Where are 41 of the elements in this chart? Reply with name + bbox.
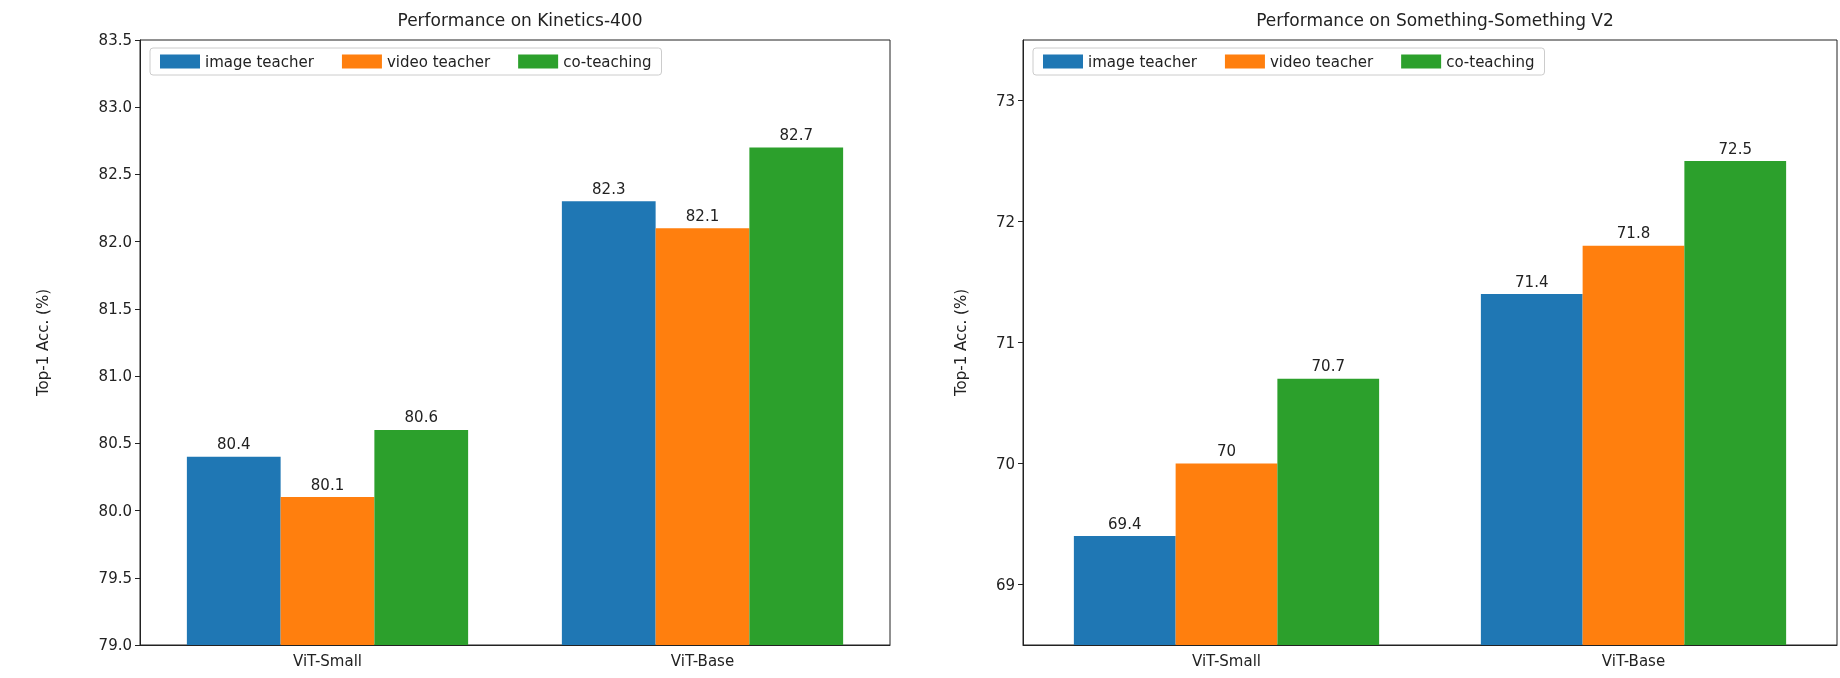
y-axis-title: Top-1 Acc. (%) [33, 288, 52, 398]
data-label: 82.1 [685, 206, 720, 225]
chart-title: Performance on Kinetics-400 [397, 9, 643, 30]
y-tick-label: 82.0 [98, 232, 132, 251]
y-tick-label: 83.0 [98, 98, 132, 117]
y-tick-label: 80.5 [98, 434, 132, 453]
data-label: 72.5 [1718, 139, 1752, 158]
legend-label: video teacher [1269, 52, 1374, 71]
y-tick-label: 73 [995, 91, 1015, 110]
data-label: 70.7 [1311, 357, 1345, 376]
y-tick-label: 81.0 [98, 367, 132, 386]
y-tick-label: 81.5 [98, 299, 132, 318]
legend-label: co-teaching [563, 52, 652, 71]
x-tick-label: ViT-Small [1192, 651, 1261, 670]
x-tick-label: ViT-Base [1601, 651, 1666, 670]
data-label: 80.1 [310, 475, 345, 494]
legend-label: image teacher [1088, 52, 1198, 71]
y-tick-label: 79.5 [98, 568, 132, 587]
data-label: 82.3 [592, 179, 626, 198]
data-label: 71.8 [1616, 224, 1651, 243]
x-tick-label: ViT-Base [670, 651, 735, 670]
y-tick-label: 70 [995, 454, 1015, 473]
y-tick-label: 82.5 [98, 165, 132, 184]
data-label: 82.7 [779, 126, 813, 145]
data-label: 71.4 [1515, 272, 1549, 291]
x-tick-label: ViT-Small [293, 651, 362, 670]
y-axis-title: Top-1 Acc. (%) [951, 288, 970, 398]
data-label: 70 [1216, 442, 1237, 460]
data-label: 69.4 [1108, 514, 1142, 533]
y-tick-label: 72 [995, 212, 1015, 231]
y-tick-label: 69 [995, 575, 1015, 594]
y-tick-label: 80.0 [98, 501, 132, 520]
data-label: 80.4 [217, 435, 251, 454]
y-tick-label: 71 [995, 333, 1015, 352]
legend-label: co-teaching [1446, 52, 1535, 71]
legend-label: video teacher [386, 52, 491, 71]
y-tick-label: 83.5 [98, 31, 132, 49]
chart-title: Performance on Something-Something V2 [1256, 9, 1614, 30]
legend-label: image teacher [205, 52, 315, 71]
y-tick-label: 79.0 [98, 636, 132, 654]
data-label: 80.6 [404, 408, 438, 427]
